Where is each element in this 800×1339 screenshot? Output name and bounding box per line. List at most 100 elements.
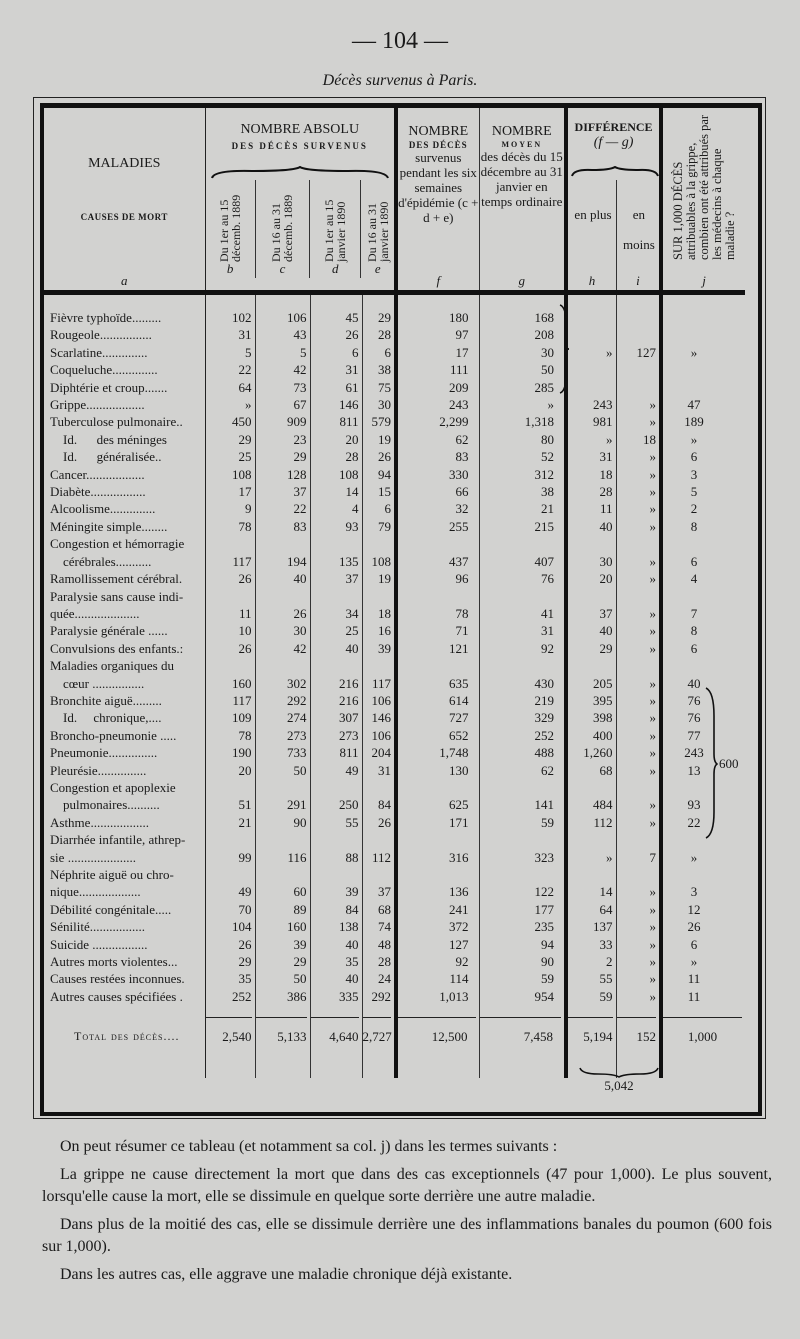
col-g-value: 41 — [478, 587, 567, 623]
col-b-value: 21 — [204, 813, 255, 832]
table-row: Diphtérie et croup....... 64 73 61 75 209 285 — [44, 378, 746, 397]
header-a: MALADIES CAUSES DE MORT a — [44, 108, 205, 295]
col-g-value: » — [478, 396, 567, 414]
col-d-value: 34 — [309, 587, 362, 623]
col-d-value: 307 — [309, 709, 362, 727]
col-b-value: 31 — [204, 326, 255, 344]
paragraph: On peut résumer ce tableau (et notamment… — [60, 1138, 558, 1155]
col-f-value: 71 — [394, 622, 480, 640]
cause-label-line: Pneumonie............... — [50, 745, 158, 761]
col-d-value: 273 — [309, 726, 362, 745]
col-letter-a: a — [121, 273, 128, 288]
table-row: Rougeole................ 31 43 26 28 97 208 — [44, 326, 746, 344]
col-i-value: » — [615, 726, 662, 745]
col-j-value: 13 — [659, 761, 746, 779]
header-difference: DIFFÉRENCE (f — g) en plus h en moins i — [564, 108, 662, 295]
cause-label: Diabète................. — [44, 483, 205, 500]
cause-label-line: Suicide ................. — [50, 936, 148, 952]
cause-label-line: Congestion et hémorragie — [50, 536, 185, 552]
brace-icon — [705, 687, 718, 839]
col-g-value: 407 — [478, 535, 567, 571]
col-b-value: 29 — [204, 430, 255, 449]
col-g-value: 329 — [478, 709, 567, 727]
table-row: Convulsions des enfants.: 26 42 40 39 121 92 29… — [44, 639, 746, 658]
col-f-value: 727 — [394, 709, 480, 727]
table-row: Diarrhée infantile, athrep-sie .........… — [44, 831, 746, 866]
col-c-value: 90 — [254, 813, 310, 832]
paragraph: Dans les autres cas, elle aggrave une ma… — [60, 1266, 513, 1283]
col-c-value: 274 — [254, 709, 310, 727]
table-row: Causes restées inconnues. 35 50 40 24 114 59 55… — [44, 970, 746, 988]
cause-label: Diphtérie et croup....... — [44, 379, 205, 396]
col-h-value: 30 — [564, 535, 617, 571]
col-f-value: 17 — [394, 343, 480, 362]
col-j-value: » — [659, 831, 746, 866]
col-j-value: 6 — [659, 448, 746, 466]
col-d-value: 216 — [309, 657, 362, 692]
col-d-value: 20 — [309, 430, 362, 449]
header-j-text: SUR 1,000 DÉCÈS attribuables à la grippe… — [670, 114, 737, 260]
col-i-value: » — [615, 813, 662, 832]
col-h-total: 5,194 — [564, 1005, 617, 1048]
col-h-value: 40 — [564, 622, 617, 640]
col-e-value: 30 — [361, 396, 397, 414]
col-d-value: 84 — [309, 900, 362, 919]
col-e-value: 94 — [361, 465, 397, 484]
col-c-value: 60 — [254, 866, 310, 901]
col-i-value: » — [615, 587, 662, 623]
cause-label: Rougeole................ — [44, 326, 205, 343]
cause-label: Paralysie sans cause indi-quée..........… — [44, 588, 205, 623]
col-f-value: 97 — [394, 326, 480, 344]
cause-label-line: Diarrhée infantile, athrep- — [50, 832, 186, 848]
col-d-value: 250 — [309, 778, 362, 814]
cause-label-line: Scarlatine.............. — [50, 344, 148, 360]
col-h-value: 33 — [564, 935, 617, 954]
header-f-sub: DES DÉCÈS — [408, 140, 468, 150]
col-e-value: 18 — [361, 587, 397, 623]
col-i-value: » — [615, 500, 662, 518]
col-c-value: 273 — [254, 726, 310, 745]
col-i-value: » — [615, 935, 662, 954]
col-b-value: 49 — [204, 866, 255, 901]
cause-label: Alcoolisme.............. — [44, 500, 205, 517]
col-h-value — [564, 292, 617, 327]
col-f-value: 130 — [394, 761, 480, 779]
cause-label: Pleurésie............... — [44, 762, 205, 779]
col-e-value: 579 — [361, 413, 397, 431]
cause-label: Broncho-pneumonie ..... — [44, 727, 205, 744]
col-j-total: 1,000 — [659, 1005, 746, 1048]
paragraph: Dans plus de la moitié des cas, elle se … — [42, 1216, 772, 1255]
col-c-value: 73 — [254, 378, 310, 397]
col-f-value: 171 — [394, 813, 480, 832]
col-h-value: 29 — [564, 639, 617, 658]
col-g-value: 62 — [478, 761, 567, 779]
col-f-value: 652 — [394, 726, 480, 745]
cause-label: Convulsions des enfants.: — [44, 640, 205, 657]
col-b-value: 70 — [204, 900, 255, 919]
col-h-value: 11 — [564, 500, 617, 518]
col-h-value: 484 — [564, 778, 617, 814]
col-c-value: 39 — [254, 935, 310, 954]
spacer-cell — [659, 1047, 746, 1078]
col-f-value: 209 — [394, 378, 480, 397]
col-letter-i: i — [636, 273, 640, 288]
col-c-value: 160 — [254, 918, 310, 936]
col-g-value: 285 — [478, 378, 567, 397]
header-e: Du 16 au 31 janvier 1890 — [364, 201, 391, 262]
col-d-value: 93 — [309, 517, 362, 536]
col-i-value — [615, 378, 662, 397]
col-c-value: 909 — [254, 413, 310, 431]
col-i-value: » — [615, 900, 662, 919]
table-row: Id. des méninges 29 23 20 19 62 80» 18» — [44, 430, 746, 449]
total-value: 4,640 — [310, 1017, 359, 1045]
col-j-value: » — [659, 953, 746, 971]
cause-label: Congestion et hémorragie cérébrales.....… — [44, 535, 205, 570]
col-b-value: 64 — [204, 378, 255, 397]
col-c-value: 83 — [254, 517, 310, 536]
col-d-value: 61 — [309, 378, 362, 397]
col-d-value: 108 — [309, 465, 362, 484]
summary-text: On peut résumer ce tableau (et notamment… — [42, 1136, 772, 1286]
page-number: — 104 — — [352, 28, 448, 54]
col-letter-j: j — [702, 273, 706, 288]
col-e-value: 84 — [361, 778, 397, 814]
